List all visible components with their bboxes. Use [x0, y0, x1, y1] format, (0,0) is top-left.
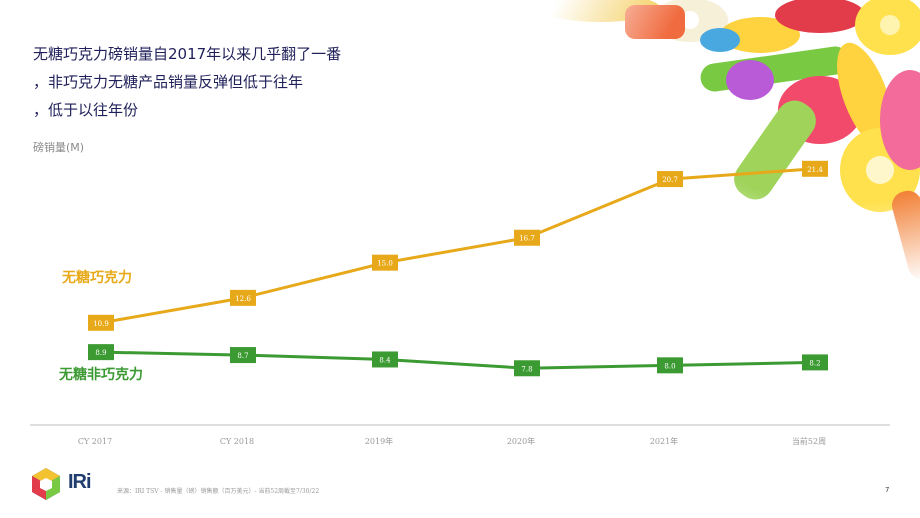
series-label-sugar-free-chocolate: 无糖巧克力	[61, 269, 132, 286]
data-label: 15.0	[377, 260, 393, 268]
data-label: 16.7	[519, 235, 535, 243]
data-label: 10.9	[93, 320, 109, 328]
data-marker	[514, 229, 540, 246]
data-point: 8.7	[230, 347, 256, 364]
y-unit-label: 磅销量(M)	[33, 141, 85, 154]
data-point: 8.2	[802, 354, 828, 371]
data-point: 15.0	[372, 254, 398, 271]
gummy-candy-image	[520, 0, 920, 290]
x-tick-label: CY 2018	[220, 437, 254, 446]
title-line-2: ，非巧克力无糖产品销量反弹但低于往年	[33, 73, 304, 91]
data-marker	[802, 354, 828, 371]
x-tick-label: 2021年	[650, 436, 678, 446]
data-label: 20.7	[662, 176, 678, 184]
logo-text: IRi	[68, 471, 92, 493]
x-tick-label: 2020年	[507, 436, 535, 446]
data-label: 8.7	[237, 352, 248, 360]
data-marker	[372, 254, 398, 271]
data-point: 8.9	[88, 344, 114, 361]
data-marker	[657, 357, 683, 374]
data-point: 7.8	[514, 360, 540, 377]
data-marker	[230, 347, 256, 364]
data-marker	[657, 171, 683, 188]
title-line-3: ，低于以往年份	[33, 101, 139, 119]
data-point: 21.4	[802, 160, 828, 177]
data-label: 21.4	[807, 166, 823, 174]
series-label-sugar-free-non-chocolate: 无糖非巧克力	[58, 366, 143, 383]
source-note: 来源：IRI TSV - 销售量（磅）销售额（百万美元）- 当前52周截至7/3…	[117, 488, 320, 495]
data-point: 8.0	[657, 357, 683, 374]
data-marker	[88, 344, 114, 361]
x-tick-label: 当前52周	[792, 436, 826, 446]
data-marker	[802, 160, 828, 177]
data-marker	[514, 360, 540, 377]
series-line-sugar-free-chocolate	[100, 167, 816, 325]
x-tick-label: CY 2017	[78, 437, 112, 446]
data-marker	[230, 289, 256, 306]
x-tick-label: 2019年	[365, 436, 393, 446]
data-label: 8.2	[809, 359, 820, 367]
data-label: 8.0	[664, 362, 675, 370]
data-label: 12.6	[235, 295, 251, 303]
data-marker	[372, 351, 398, 368]
data-point: 10.9	[88, 314, 114, 331]
data-label: 7.8	[521, 365, 532, 373]
data-point: 8.4	[372, 351, 398, 368]
data-point: 20.7	[657, 171, 683, 188]
page-number: 7	[885, 486, 890, 494]
iri-logo-icon	[32, 468, 60, 500]
title-line-1: 无糖巧克力磅销量自2017年以来几乎翻了一番	[33, 45, 342, 63]
data-point: 16.7	[514, 229, 540, 246]
data-marker	[88, 314, 114, 331]
data-point: 12.6	[230, 289, 256, 306]
series-line-sugar-free-non-chocolate	[100, 350, 816, 370]
data-label: 8.9	[95, 349, 106, 357]
data-label: 8.4	[379, 356, 391, 364]
